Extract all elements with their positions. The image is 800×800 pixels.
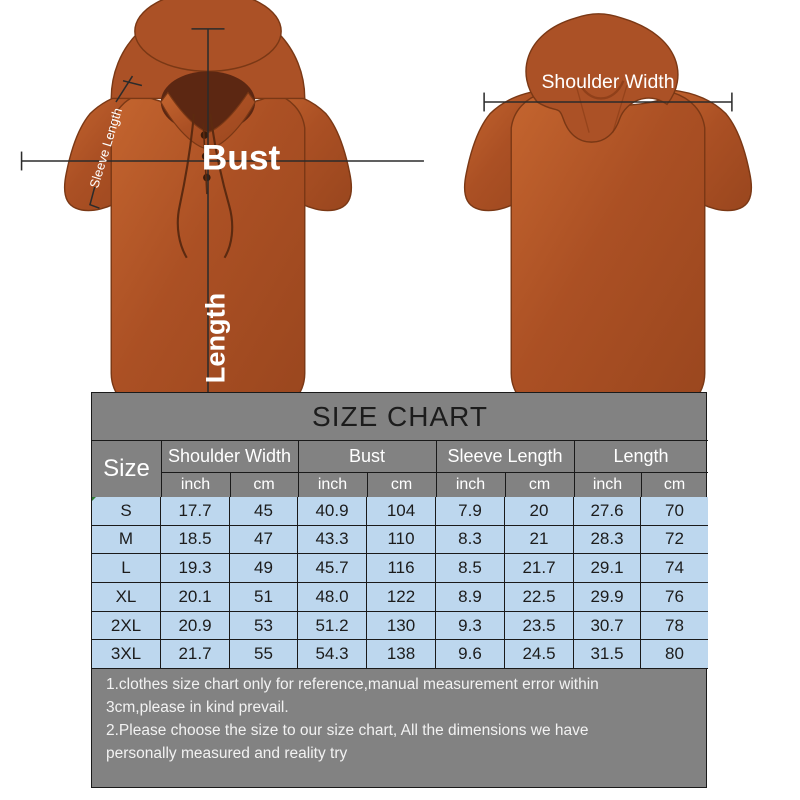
svg-text:Shoulder Width: Shoulder Width bbox=[541, 71, 674, 93]
svg-text:Length: Length bbox=[200, 293, 231, 383]
svg-text:Bust: Bust bbox=[202, 137, 281, 177]
